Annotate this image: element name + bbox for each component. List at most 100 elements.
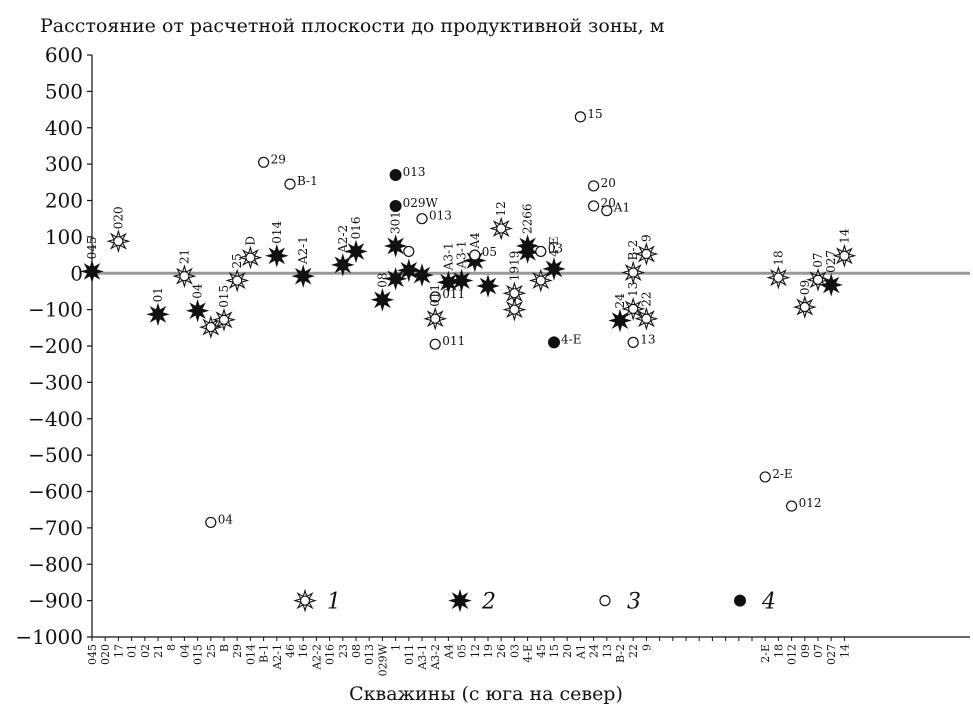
x-tick-labels: 045 020 17 01 02 21 8 04 015 25 B 29 014 B-1 A2-1 46 16 A… [86, 637, 851, 676]
point-label: 05 [482, 245, 497, 259]
x-tick-label: 17 [112, 644, 125, 658]
y-tick-label: −1000 [15, 625, 83, 649]
y-tick-label: 600 [45, 43, 83, 67]
point-label: B-2 [626, 240, 640, 261]
data-point-core [628, 303, 639, 314]
data-point [759, 471, 771, 483]
data-point-core [442, 276, 454, 288]
x-tick-label: 02 [139, 644, 152, 658]
data-point-core [205, 322, 216, 333]
x-tick-label: 05 [456, 644, 469, 658]
point-label: 08 [375, 273, 389, 288]
y-tick-label: −700 [28, 516, 83, 540]
data-point [205, 516, 217, 529]
y-tick-labels: 600 500 400 300 200 100 0 −100 −200 −300 −400 −500 −… [15, 43, 92, 649]
data-point-core [430, 313, 441, 324]
y-tick-label: −800 [28, 552, 83, 576]
legend-item-2: 2 [448, 588, 496, 615]
x-tick-label: 4-E [522, 644, 535, 663]
point-label: 015 [217, 285, 231, 308]
y-tick-label: −100 [28, 298, 83, 322]
legend-symbol-core [299, 595, 311, 606]
data-point-core [113, 236, 124, 247]
point-label: 29 [271, 152, 286, 166]
legend-symbol-core [454, 595, 466, 607]
x-tick-label: 012 [786, 644, 799, 665]
data-point [429, 338, 441, 350]
x-tick-label: 14 [838, 644, 851, 658]
data-point-core [456, 275, 468, 287]
x-tick-label: 015 [192, 644, 205, 665]
x-tick-label: 13 [601, 644, 614, 658]
legend-label: 2 [481, 590, 496, 615]
x-axis-label: Скважины (с юга на север) [349, 683, 623, 705]
point-label: 2-E [772, 467, 792, 481]
data-point [574, 111, 587, 123]
data-point-core [548, 263, 560, 275]
data-point-core [509, 304, 520, 315]
point-label: A3-1 [455, 241, 469, 270]
point-label: 14 [837, 228, 851, 244]
point-label: A4 [468, 232, 482, 250]
data-point-core [179, 271, 190, 282]
point-label: 012 [799, 496, 822, 510]
data-point-core [416, 269, 428, 281]
x-tick-label: 016 [324, 644, 337, 665]
x-tick-label: 011 [403, 644, 416, 665]
point-label: 011 [428, 284, 442, 307]
point-label: 20 [601, 176, 616, 190]
x-tick-label: B-1 [258, 644, 271, 663]
data-point [601, 205, 613, 217]
point-label: 04 [191, 283, 205, 299]
data-point-core [799, 302, 810, 313]
x-tick-label: 045 [86, 644, 99, 665]
x-tick-label: 26 [495, 644, 508, 658]
data-point-core [522, 246, 534, 258]
axes [91, 55, 970, 638]
x-tick-label: B-2 [614, 644, 627, 663]
data-point-core [192, 305, 204, 317]
point-label: 13 [626, 282, 640, 297]
legend-label: 3 [627, 590, 641, 615]
legend-label: 4 [761, 590, 776, 615]
x-tick-label: 9 [640, 644, 653, 651]
data-point-core [482, 280, 494, 292]
data-point [548, 336, 560, 349]
point-label: 4-E [561, 332, 581, 346]
data-point [389, 199, 402, 212]
point-label: 027 [824, 250, 838, 273]
point-label: 045 [85, 237, 99, 260]
x-tick-label: 46 [284, 644, 297, 658]
y-tick-label: 200 [45, 189, 83, 213]
x-tick-label: 15 [548, 644, 561, 658]
x-tick-label: 12 [469, 644, 482, 658]
data-point-core [641, 313, 652, 324]
point-label: B-1 [297, 174, 318, 188]
y-tick-label: 500 [45, 79, 83, 103]
x-tick-label: 029W [376, 643, 389, 676]
point-label: 01 [151, 287, 165, 302]
x-tick-label: 04 [178, 644, 191, 658]
data-point-core [232, 275, 243, 286]
x-tick-label: B [218, 644, 231, 652]
point-label: 09 [798, 280, 812, 295]
point-label: 04 [218, 512, 234, 526]
y-tick-label: −200 [28, 334, 83, 358]
point-label: D [243, 236, 257, 246]
y-tick-label: 100 [45, 225, 83, 249]
x-tick-label: 18 [772, 644, 785, 658]
point-label: 013 [429, 209, 452, 223]
data-point-core [614, 315, 626, 327]
point-label: 2266 [521, 203, 535, 234]
data-point-core [337, 259, 349, 271]
x-tick-label: 01 [126, 644, 139, 658]
point-label: A3-1 [441, 242, 455, 271]
point-label: 03 [548, 241, 563, 255]
x-tick-label: 1 [390, 644, 403, 651]
data-point [389, 169, 402, 182]
legend-symbol [734, 594, 746, 607]
data-point-core [376, 294, 388, 306]
point-label: 1919 [507, 251, 521, 282]
data-point [587, 180, 600, 192]
x-tick-label: 25 [205, 644, 218, 658]
